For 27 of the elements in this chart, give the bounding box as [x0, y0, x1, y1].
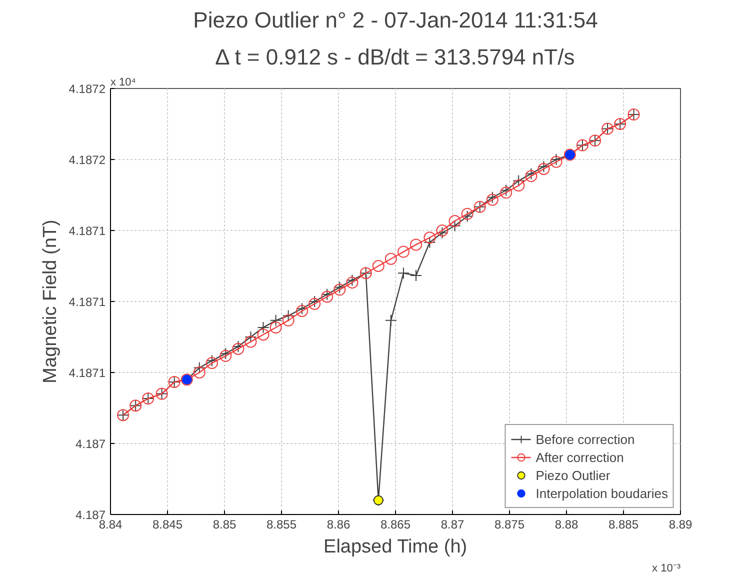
legend-label: Before correction	[536, 430, 635, 448]
x-tick-label: 8.85	[212, 518, 237, 532]
legend-label: Interpolation boudaries	[536, 484, 668, 502]
x-tick-label: 8.845	[152, 518, 183, 532]
chart-title: Piezo Outlier n° 2 - 07-Jan-2014 11:31:54	[193, 8, 598, 32]
x-axis-title: Elapsed Time (h)	[324, 536, 468, 558]
y-axis-title: Magnetic Field (nT)	[40, 220, 61, 384]
x-tick-label: 8.885	[608, 518, 639, 532]
y-tick-label: 4.187	[75, 437, 106, 451]
y-tick-label: 4.1872	[68, 82, 106, 96]
text: x 10⁻³	[652, 562, 681, 574]
x-tick-label: 8.86	[326, 518, 351, 532]
x-tick-label: 8.88	[554, 518, 579, 532]
y-tick-label: 4.1871	[68, 224, 106, 238]
y-tick-label: 4.1871	[68, 295, 106, 309]
x-tick-label: 8.84	[98, 518, 123, 532]
chart-subtitle: Δ t = 0.912 s - dB/dt = 313.5794 nT/s	[215, 44, 575, 70]
annotation: x 10⁴	[110, 76, 136, 88]
x-tick-label: 8.89	[668, 518, 693, 532]
x-tick-label: 8.865	[380, 518, 411, 532]
y-tick-label: 4.1872	[68, 153, 106, 167]
x-tick-label: 8.855	[266, 518, 297, 532]
legend-label: After correction	[536, 448, 624, 466]
x-tick-label: 8.875	[494, 518, 525, 532]
x-tick-label: 8.87	[440, 518, 465, 532]
legend-label: Piezo Outlier	[536, 466, 610, 484]
y-tick-label: 4.1871	[68, 366, 106, 380]
